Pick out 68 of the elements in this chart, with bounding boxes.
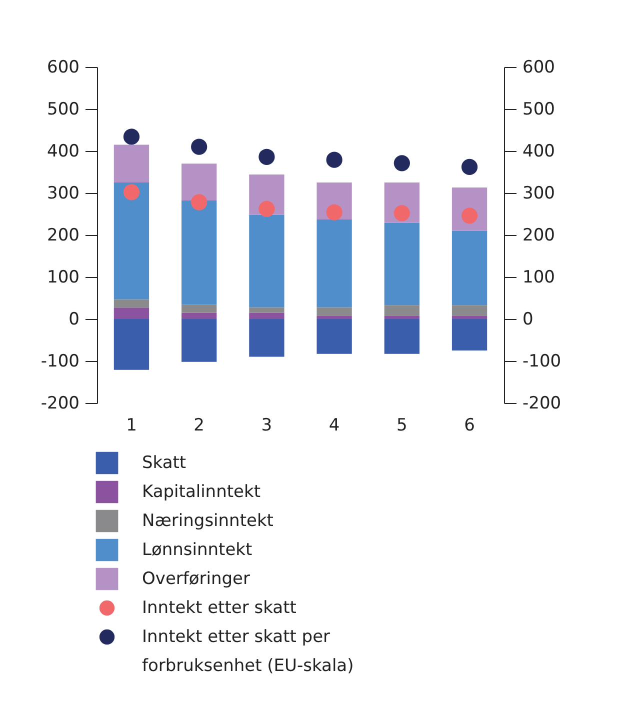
y-tick-label: 0 xyxy=(68,310,80,330)
y2-tick-label: -100 xyxy=(522,352,562,372)
y-tick-label: 600 xyxy=(47,58,80,78)
legend-label: Lønnsinntekt xyxy=(142,540,253,560)
bar xyxy=(249,214,284,308)
y-tick-label: 200 xyxy=(47,226,80,246)
bar xyxy=(182,200,217,305)
y2-tick-label: 400 xyxy=(522,142,555,162)
y-tick-label: 500 xyxy=(47,100,80,120)
bar xyxy=(249,307,284,313)
bar xyxy=(384,222,420,306)
bar xyxy=(114,299,150,308)
point xyxy=(394,155,410,172)
point xyxy=(326,152,342,168)
y-tick-label: -100 xyxy=(40,352,80,372)
point xyxy=(191,138,208,155)
x-tick-label: 4 xyxy=(328,416,340,436)
bar xyxy=(114,308,150,319)
bar xyxy=(384,319,420,354)
bar xyxy=(384,316,420,319)
bar xyxy=(452,305,488,316)
legend-label: Inntekt etter skatt per forbruksenhet (EU-skala) xyxy=(142,627,354,676)
bar xyxy=(182,304,217,313)
legend-label: Kapitalinntekt xyxy=(142,482,261,502)
bar xyxy=(316,319,352,354)
y-tick-label: 400 xyxy=(47,142,80,162)
bar xyxy=(182,319,217,362)
x-tick-label: 3 xyxy=(261,416,272,436)
point xyxy=(326,204,342,220)
y2-tick-label: 0 xyxy=(522,310,534,330)
bar xyxy=(384,305,420,316)
legend-label: Skatt xyxy=(142,453,186,473)
bar xyxy=(452,230,488,306)
point xyxy=(258,148,275,165)
bar xyxy=(114,144,150,182)
point xyxy=(461,158,478,176)
bar xyxy=(452,319,488,350)
y2-tick-label: 600 xyxy=(522,58,555,78)
bar xyxy=(182,164,217,201)
legend-label: Næringsinntekt xyxy=(142,511,274,531)
y2-tick-label: 500 xyxy=(522,100,555,120)
x-tick-label: 5 xyxy=(396,416,408,436)
legend-label: Overføringer xyxy=(142,569,250,589)
y-tick-label: -200 xyxy=(40,394,80,414)
point xyxy=(123,128,140,145)
y-tick-label: 100 xyxy=(47,268,80,288)
y-tick-label: 300 xyxy=(47,184,80,204)
bar xyxy=(316,307,352,316)
point xyxy=(191,194,208,210)
bar xyxy=(182,312,217,319)
point xyxy=(123,184,140,200)
point xyxy=(394,205,410,222)
y2-tick-label: 100 xyxy=(522,268,555,288)
bar xyxy=(114,319,150,370)
bar xyxy=(114,182,150,300)
y2-tick-label: 300 xyxy=(522,184,555,204)
x-tick-label: 2 xyxy=(194,416,204,436)
legend-label: Inntekt etter skatt xyxy=(142,598,297,618)
bar xyxy=(249,312,284,319)
bar xyxy=(316,316,352,319)
bar xyxy=(249,319,284,357)
point xyxy=(258,200,275,218)
x-tick-label: 6 xyxy=(464,416,475,436)
bar xyxy=(316,219,352,308)
y2-tick-label: 200 xyxy=(522,226,555,246)
x-tick-label: 1 xyxy=(126,416,137,436)
y2-tick-label: -200 xyxy=(522,394,562,414)
bar xyxy=(452,316,488,319)
